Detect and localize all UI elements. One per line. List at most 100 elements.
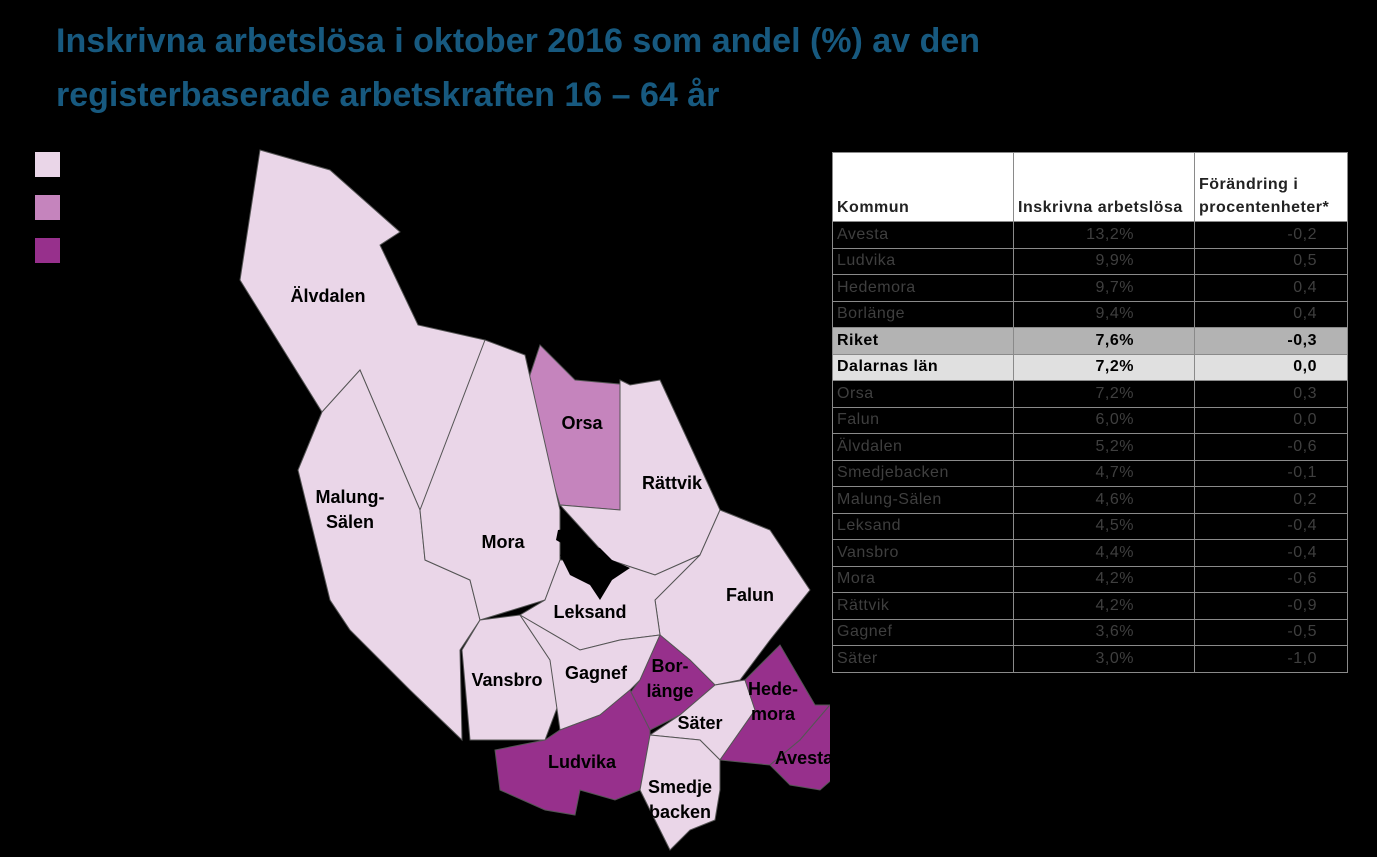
lake — [556, 528, 630, 600]
table-cell: 0,4 — [1194, 300, 1348, 328]
table-row: Hedemora 9,7% 0,4 — [832, 274, 1348, 302]
table-row: Vansbro 4,4% -0,4 — [832, 539, 1348, 567]
title-line: registerbaserade arbetskraften 16 – 64 å… — [56, 76, 720, 114]
table-cell: Falun — [832, 406, 1014, 434]
table-cell: 4,6% — [1013, 486, 1195, 514]
region-label: Säter — [677, 713, 722, 733]
table-cell: Säter — [832, 645, 1014, 673]
region — [639, 734, 721, 851]
table-cell: -0,2 — [1194, 221, 1348, 249]
table-cell: 0,3 — [1194, 380, 1348, 408]
table-cell: 7,2% — [1013, 353, 1195, 381]
table-row: Smedjebacken 4,7% -0,1 — [832, 459, 1348, 487]
table-cell: 9,9% — [1013, 247, 1195, 275]
table-cell: Rättvik — [832, 592, 1014, 620]
table-row: Falun 6,0% 0,0 — [832, 406, 1348, 434]
table-cell: -0,3 — [1194, 327, 1348, 355]
table-row: Säter 3,0% -1,0 — [832, 645, 1348, 673]
table-cell: 3,6% — [1013, 618, 1195, 646]
table-row: Malung-Sälen 4,6% 0,2 — [832, 486, 1348, 514]
table-cell: 4,7% — [1013, 459, 1195, 487]
legend-swatch — [35, 238, 60, 263]
table: Kommun Inskrivna arbetslösa Förändring i p… — [832, 152, 1348, 673]
table-row: Ludvika 9,9% 0,5 — [832, 247, 1348, 275]
table-cell: 7,2% — [1013, 380, 1195, 408]
region-label: Rättvik — [642, 473, 703, 493]
region-label: Ludvika — [548, 752, 617, 772]
table-cell: 9,4% — [1013, 300, 1195, 328]
table-header: Kommun Inskrivna arbetslösa Förändring i p… — [832, 152, 1348, 222]
table-cell: -0,6 — [1194, 565, 1348, 593]
table-row: Rättvik 4,2% -0,9 — [832, 592, 1348, 620]
region-label: backen — [649, 802, 711, 822]
table-cell: Vansbro — [832, 539, 1014, 567]
region-label: Gagnef — [565, 663, 628, 683]
region-label: Orsa — [561, 413, 603, 433]
table-row: Borlänge 9,4% 0,4 — [832, 300, 1348, 328]
table-row: Mora 4,2% -0,6 — [832, 565, 1348, 593]
region-label: Avesta — [775, 748, 830, 768]
region-label: länge — [646, 681, 693, 701]
table-cell: Borlänge — [832, 300, 1014, 328]
table-cell: Dalarnas län — [832, 353, 1014, 381]
table-row: Älvdalen 5,2% -0,6 — [832, 433, 1348, 461]
table-cell: Avesta — [832, 221, 1014, 249]
table-cell: 4,5% — [1013, 512, 1195, 540]
table-cell: 9,7% — [1013, 274, 1195, 302]
table-row: Avesta 13,2% -0,2 — [832, 221, 1348, 249]
table-cell: -1,0 — [1194, 645, 1348, 673]
region-label: Hede- — [748, 679, 798, 699]
title-line: Inskrivna arbetslösa i oktober 2016 som … — [56, 22, 981, 60]
table-cell: -0,4 — [1194, 539, 1348, 567]
table-cell: 0,5 — [1194, 247, 1348, 275]
map: Älvdalen Malung- Sälen Orsa Rättvik Mora Falun… — [35, 149, 830, 851]
table-cell: Smedjebacken — [832, 459, 1014, 487]
region-label: Mora — [481, 532, 525, 552]
table-cell: -0,9 — [1194, 592, 1348, 620]
table-cell: Leksand — [832, 512, 1014, 540]
table-cell: 0,2 — [1194, 486, 1348, 514]
table-cell: 13,2% — [1013, 221, 1195, 249]
table-cell: Mora — [832, 565, 1014, 593]
region — [624, 634, 716, 731]
table-cell: 7,6% — [1013, 327, 1195, 355]
region-label: Falun — [726, 585, 774, 605]
table-row: Dalarnas län 7,2% 0,0 — [832, 353, 1348, 381]
region — [769, 704, 830, 791]
region-label: Vansbro — [471, 670, 542, 690]
column-header: Förändring i procentenheter* — [1194, 152, 1348, 222]
table-cell: 5,2% — [1013, 433, 1195, 461]
table-cell: 3,0% — [1013, 645, 1195, 673]
region-label: mora — [751, 704, 796, 724]
table-cell: -0,5 — [1194, 618, 1348, 646]
table-cell: -0,1 — [1194, 459, 1348, 487]
table-row: Riket 7,6% -0,3 — [832, 327, 1348, 355]
region-label: Älvdalen — [290, 286, 365, 306]
region-label: Malung- — [316, 487, 385, 507]
column-header: Kommun — [832, 152, 1014, 222]
region-label: Sälen — [326, 512, 374, 532]
table-cell: Ludvika — [832, 247, 1014, 275]
table-row: Gagnef 3,6% -0,5 — [832, 618, 1348, 646]
title: Inskrivna arbetslösa i oktober 2016 som … — [56, 14, 980, 122]
table-cell: Älvdalen — [832, 433, 1014, 461]
region-label: Bor- — [652, 656, 689, 676]
table-cell: -0,4 — [1194, 512, 1348, 540]
table-row: Orsa 7,2% 0,3 — [832, 380, 1348, 408]
region — [519, 614, 661, 731]
region-label: Smedje — [648, 777, 712, 797]
region-label: Leksand — [553, 602, 626, 622]
table-cell: Gagnef — [832, 618, 1014, 646]
table-cell: 0,0 — [1194, 406, 1348, 434]
table-cell: Riket — [832, 327, 1014, 355]
legend-swatch — [35, 195, 60, 220]
region — [494, 689, 651, 816]
table-cell: Hedemora — [832, 274, 1014, 302]
table-cell: 0,0 — [1194, 353, 1348, 381]
table-cell: Orsa — [832, 380, 1014, 408]
table-cell: Malung-Sälen — [832, 486, 1014, 514]
table-cell: 6,0% — [1013, 406, 1195, 434]
table-cell: 0,4 — [1194, 274, 1348, 302]
legend-swatch — [35, 152, 60, 177]
